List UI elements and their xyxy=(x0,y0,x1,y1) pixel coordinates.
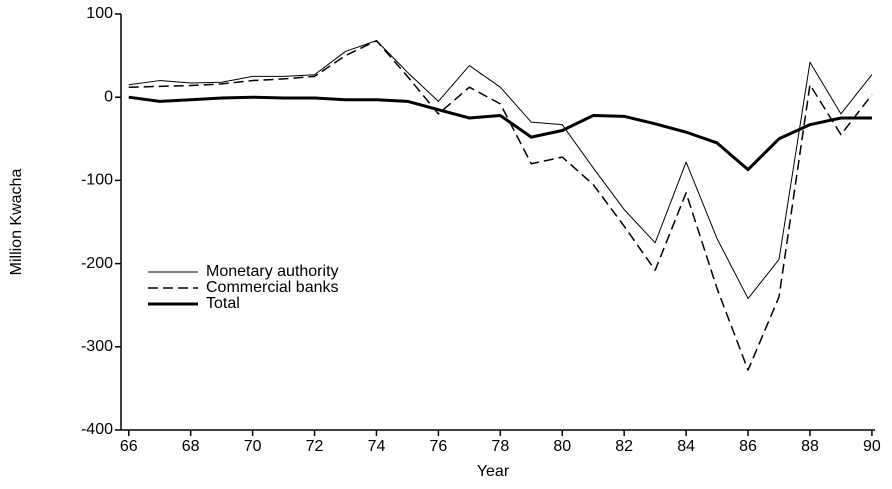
x-tick-label: 72 xyxy=(306,438,324,455)
legend-label: Monetary authority xyxy=(206,263,339,280)
x-tick-label: 84 xyxy=(677,438,695,455)
x-tick-label: 86 xyxy=(739,438,757,455)
y-tick-label: -200 xyxy=(81,255,113,272)
series-line xyxy=(128,40,873,300)
x-tick-label: 88 xyxy=(801,438,819,455)
y-tick-label: -400 xyxy=(81,421,113,438)
y-tick-label: -300 xyxy=(81,338,113,355)
series-line xyxy=(128,95,872,172)
x-tick-label: 82 xyxy=(615,438,633,455)
x-tick-label: 90 xyxy=(863,438,881,455)
y-axis-label: Million Kwacha xyxy=(8,169,25,276)
x-tick-label: 70 xyxy=(244,438,262,455)
y-tick-label: -100 xyxy=(81,172,113,189)
x-tick-label: 80 xyxy=(553,438,571,455)
x-tick-label: 76 xyxy=(429,438,447,455)
x-tick-label: 68 xyxy=(182,438,200,455)
legend-label: Commercial banks xyxy=(206,279,338,296)
y-tick-label: 100 xyxy=(86,5,113,22)
series-line xyxy=(128,39,873,371)
x-tick-label: 78 xyxy=(491,438,509,455)
x-axis-label: Year xyxy=(477,463,510,480)
y-tick-label: 0 xyxy=(104,88,113,105)
legend-label: Total xyxy=(206,295,240,312)
x-tick-label: 66 xyxy=(120,438,138,455)
x-tick-label: 74 xyxy=(368,438,386,455)
